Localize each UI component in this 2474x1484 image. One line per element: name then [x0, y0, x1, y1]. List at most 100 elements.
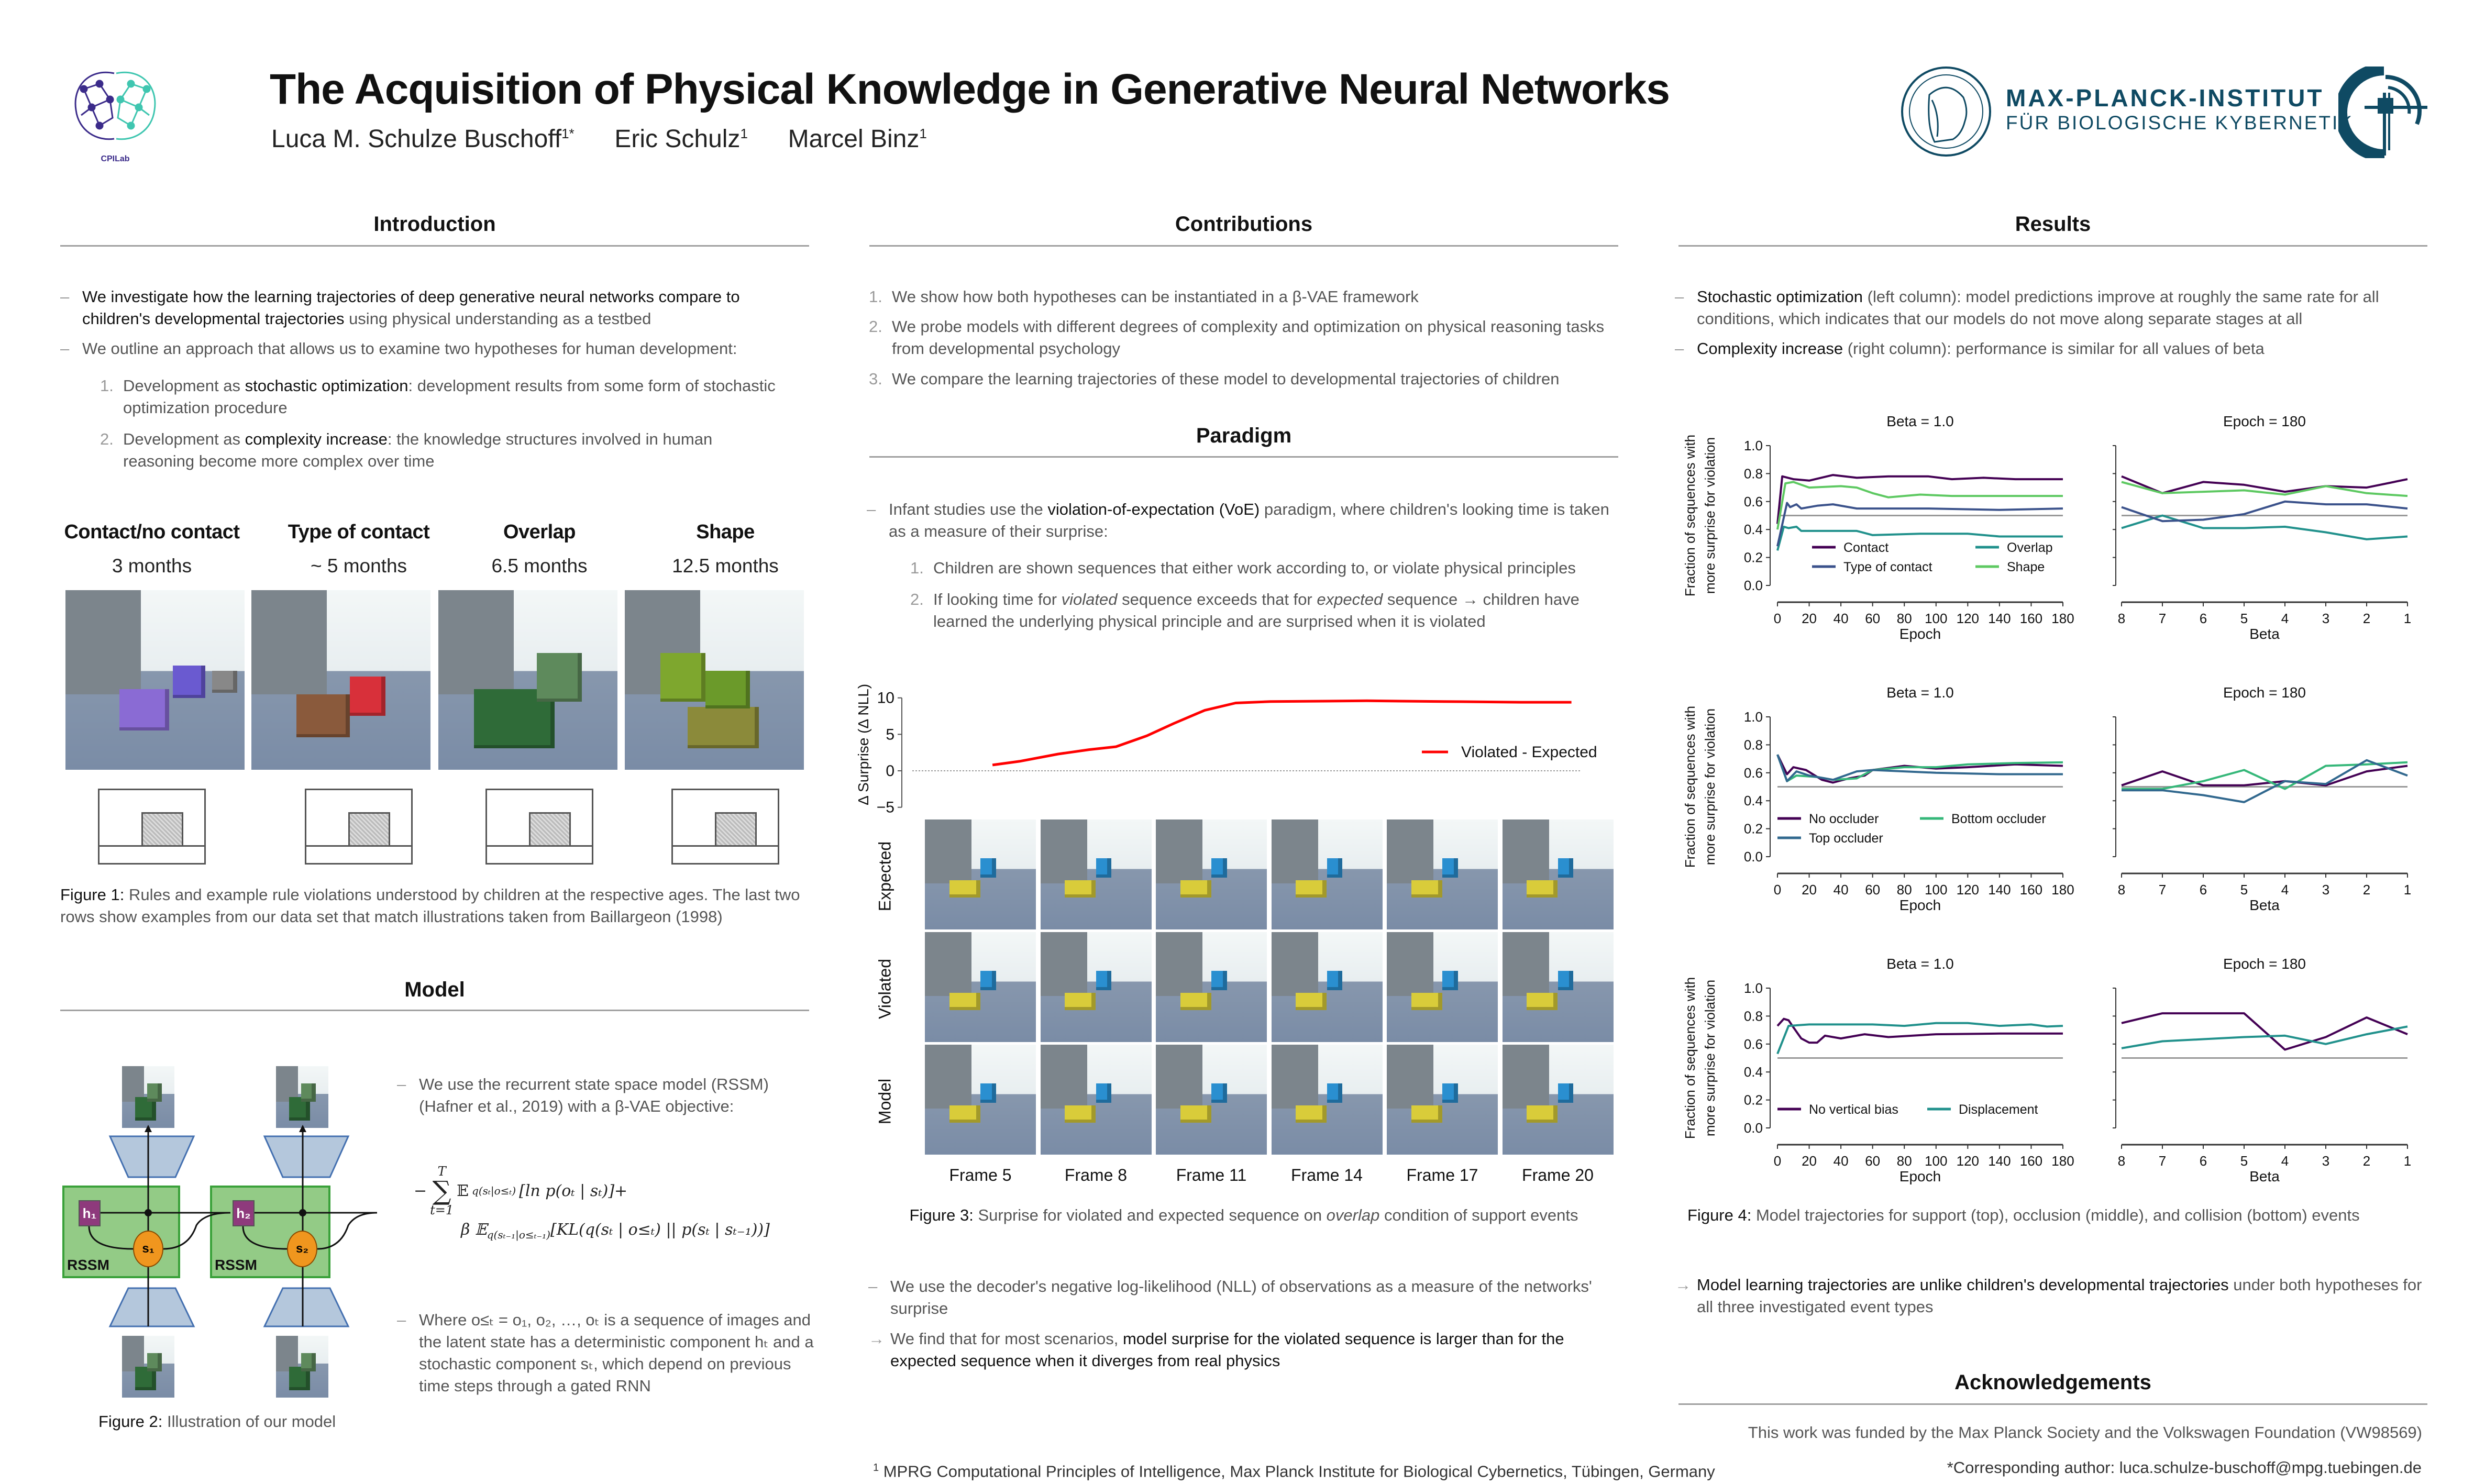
paradigm-item: – Infant studies use the violation-of-exp… — [867, 499, 1619, 542]
observation-image — [122, 1066, 174, 1128]
legend-label: Shape — [2007, 560, 2045, 574]
encoder-1 — [108, 1287, 195, 1327]
dash-bullet: – — [60, 339, 70, 358]
x-tick-label: 6 — [2200, 1153, 2207, 1169]
panel-title: Epoch = 180 — [2223, 956, 2306, 972]
y-tick-label: 0.0 — [1744, 849, 1763, 865]
x-tick-label: 180 — [2051, 882, 2074, 898]
x-tick-label: 160 — [2020, 882, 2042, 898]
dash-bullet: – — [1675, 339, 1684, 358]
x-tick-label: 160 — [2020, 1153, 2042, 1169]
contribution-item: 1. We show how both hypotheses can be ins… — [869, 287, 1419, 306]
y-tick-label: 0.2 — [1744, 1092, 1763, 1108]
brain-network-icon — [74, 71, 156, 140]
cube-shape — [147, 1353, 162, 1372]
cube-shape — [119, 689, 170, 730]
frame-image — [1387, 1045, 1498, 1155]
lab-logo: CPILab — [68, 63, 162, 168]
frame-label: Frame 20 — [1522, 1166, 1594, 1184]
label-rssm-2: RSSM — [215, 1257, 257, 1273]
frame-image — [1156, 932, 1267, 1042]
cube-shape — [147, 1083, 162, 1102]
cube-shape — [980, 1083, 996, 1103]
cube-shape — [1096, 970, 1112, 991]
y-tick-label: 1.0 — [1744, 438, 1763, 453]
cube-shape — [1411, 1105, 1442, 1123]
frame-label: Frame 11 — [1176, 1166, 1247, 1184]
legend-label: Violated - Expected — [1461, 744, 1597, 761]
frame-label: Frame 5 — [949, 1166, 1012, 1184]
x-tick-label: 7 — [2159, 1153, 2166, 1169]
example-scene-image — [251, 590, 430, 770]
label-h2: h₂ — [233, 1200, 255, 1226]
mpg-minerva-logo — [1901, 67, 1991, 157]
x-tick-label: 5 — [2240, 882, 2248, 898]
x-tick-label: 180 — [2051, 611, 2074, 626]
section-divider — [1678, 1403, 2427, 1405]
x-tick-label: 20 — [1802, 1153, 1817, 1169]
y-tick-label: 1.0 — [1744, 980, 1763, 996]
x-tick-label: 0 — [1774, 1153, 1781, 1169]
rule-title: Type of contact — [288, 521, 430, 543]
label-s2: s₂ — [287, 1231, 317, 1267]
section-heading-paradigm: Paradigm — [1196, 424, 1292, 447]
y-axis-label: Fraction of sequences with — [1682, 977, 1698, 1139]
x-tick-label: 80 — [1897, 611, 1912, 626]
model-item: – We use the recurrent state space model … — [397, 1073, 812, 1117]
x-tick-label: 2 — [2363, 1153, 2370, 1169]
figure-2-caption: Figure 2: Illustration of our model — [98, 1412, 336, 1431]
x-tick-label: 8 — [2118, 882, 2125, 898]
x-tick-label: 7 — [2159, 882, 2166, 898]
cube-shape — [1211, 1083, 1227, 1103]
frame-image — [1502, 932, 1614, 1042]
example-scene-image — [65, 590, 245, 770]
footer-corresponding-author: *Corresponding author: luca.schulze-busc… — [1947, 1458, 2422, 1477]
beta-line-overlap — [2121, 514, 2408, 540]
rule-age: ~ 5 months — [310, 555, 407, 577]
frame-image — [1502, 1045, 1614, 1155]
intro-subitem: 1. Development as stochastic optimization… — [100, 376, 776, 417]
beta-line-no-occluder — [2121, 765, 2408, 787]
x-axis-label: Epoch — [1899, 626, 1941, 642]
x-tick-label: 2 — [2363, 882, 2370, 898]
x-tick-label: 8 — [2118, 1153, 2125, 1169]
y-tick-label: 0.6 — [1744, 1036, 1763, 1052]
y-tick-label: 0.8 — [1744, 466, 1763, 481]
legend-label: Contact — [1843, 540, 1888, 555]
cube-shape — [1296, 992, 1327, 1011]
frame-image — [925, 819, 1036, 929]
frame-image — [1387, 932, 1498, 1042]
beta-line-shape — [2121, 481, 2408, 497]
cube-shape — [1180, 880, 1211, 898]
x-tick-label: 140 — [1988, 882, 2011, 898]
author-affiliation: 1* — [561, 126, 575, 141]
panel-title: Epoch = 180 — [2223, 413, 2306, 429]
cube-shape — [1527, 992, 1558, 1011]
cube-shape — [1327, 970, 1343, 991]
x-axis-label: Epoch — [1899, 897, 1941, 913]
x-tick-label: 120 — [1957, 882, 1979, 898]
cube-shape — [1065, 1105, 1096, 1123]
cube-shape — [301, 1083, 316, 1102]
section-divider — [869, 245, 1618, 247]
kybernetik-logo — [2335, 63, 2430, 162]
y-tick-label: 0.2 — [1744, 550, 1763, 566]
x-tick-label: 1 — [2404, 611, 2411, 626]
label-rssm-1: RSSM — [67, 1257, 109, 1273]
rule-age: 12.5 months — [672, 555, 779, 577]
frame-image — [1271, 819, 1383, 929]
legend-label: No vertical bias — [1809, 1102, 1898, 1117]
section-heading-results: Results — [2015, 213, 2091, 236]
cube-shape — [301, 1353, 316, 1372]
contribution-item: 2. We probe models with different degrees… — [869, 317, 1605, 358]
epoch-line-contact — [1776, 474, 2063, 524]
panel-title: Beta = 1.0 — [1886, 413, 1953, 429]
cube-shape — [1411, 880, 1442, 898]
x-tick-label: 4 — [2281, 882, 2289, 898]
section-divider — [60, 245, 809, 247]
observation-image — [276, 1336, 328, 1398]
rule-title: Shape — [696, 521, 755, 543]
x-tick-label: 20 — [1802, 611, 1817, 626]
observation-image — [276, 1066, 328, 1128]
rule-age: 6.5 months — [491, 555, 588, 577]
